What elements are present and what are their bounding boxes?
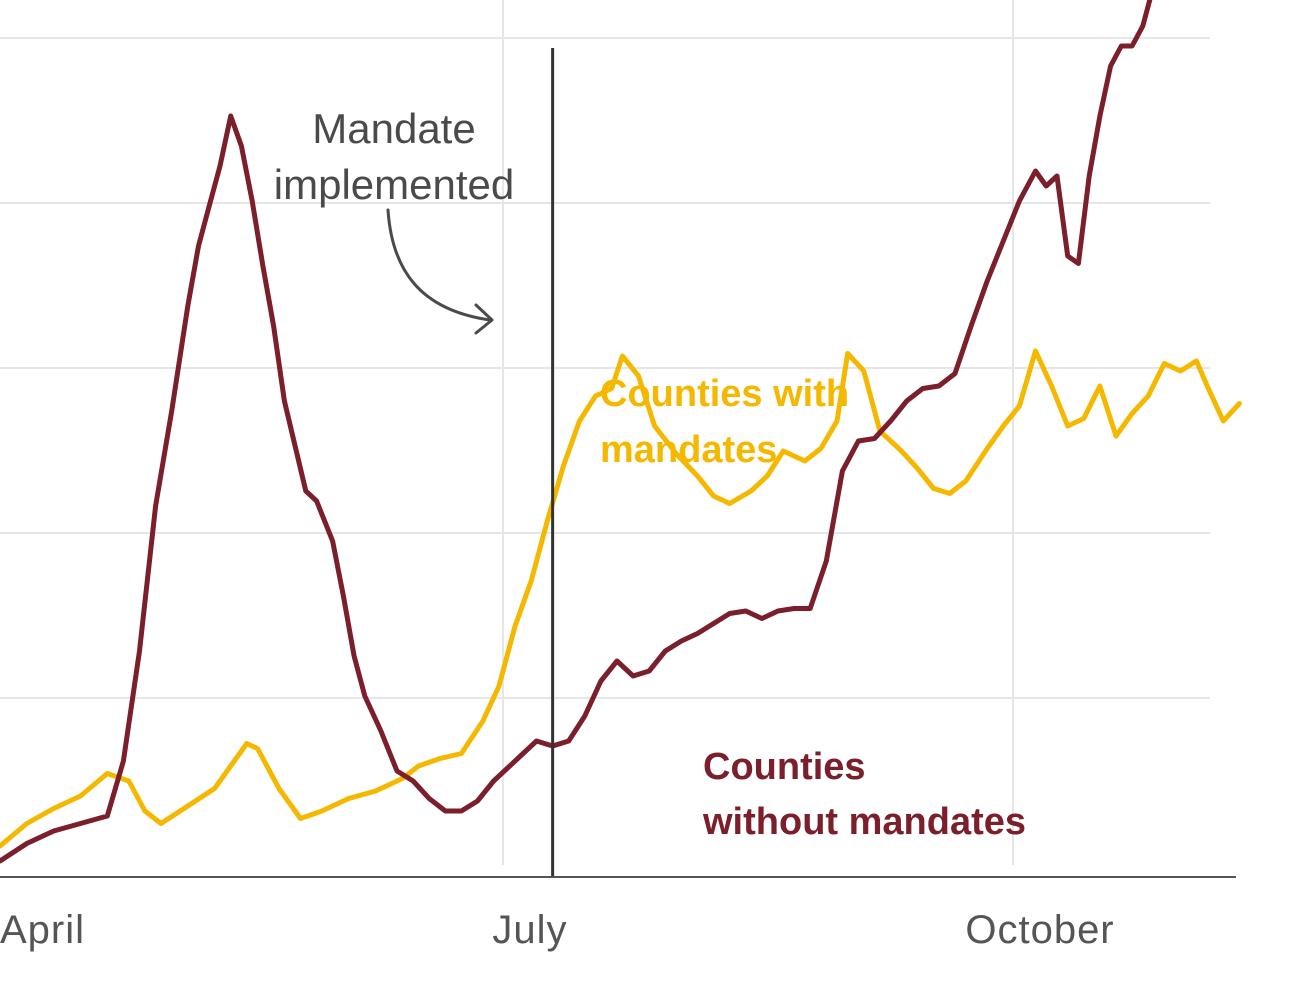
x-tick-label: July [492,908,567,952]
series-layer [0,0,1242,864]
grid [0,0,1210,865]
x-tick-label: April [0,908,85,952]
series-line-with-mandates [0,348,1242,849]
annotation-text-line2: implemented [274,161,514,208]
x-tick-label: October [965,908,1114,952]
series-label-with-line1: Counties with [600,373,849,415]
series-label-without-line1: Counties [703,746,866,788]
annotation-text-line1: Mandate [312,105,475,152]
series-label-with-line2: mandates [600,429,777,471]
annotation-arrow [386,208,494,335]
series-label-without-line2: without mandates [702,801,1026,843]
x-tick-labels: April July October [0,908,1114,952]
series-line-without-mandates [0,0,1153,864]
